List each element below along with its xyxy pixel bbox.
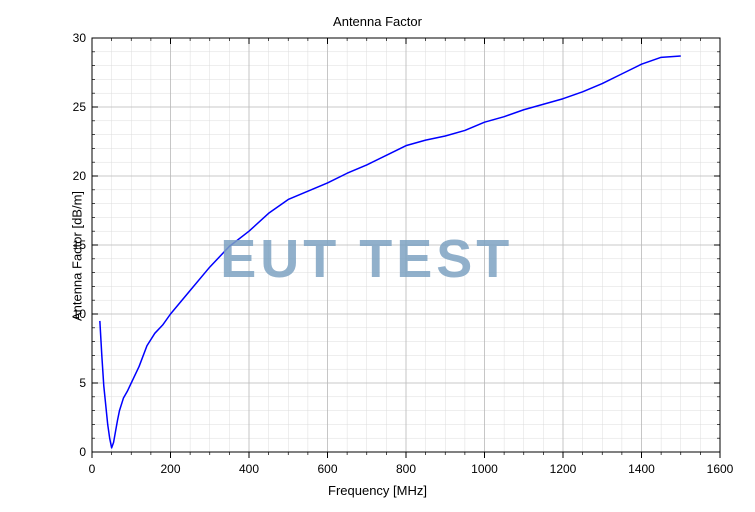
xtick-label: 1400 [628,462,655,476]
xtick-label: 1600 [707,462,734,476]
ytick-label: 10 [0,307,86,321]
ytick-label: 15 [0,238,86,252]
watermark-text: EUT TEST [220,228,513,290]
xtick-label: 800 [396,462,416,476]
xtick-label: 200 [160,462,180,476]
xtick-label: 1200 [550,462,577,476]
ytick-label: 5 [0,376,86,390]
ytick-label: 25 [0,100,86,114]
ytick-label: 0 [0,445,86,459]
xtick-label: 1000 [471,462,498,476]
ytick-label: 30 [0,31,86,45]
xtick-label: 600 [317,462,337,476]
xtick-label: 400 [239,462,259,476]
ytick-label: 20 [0,169,86,183]
